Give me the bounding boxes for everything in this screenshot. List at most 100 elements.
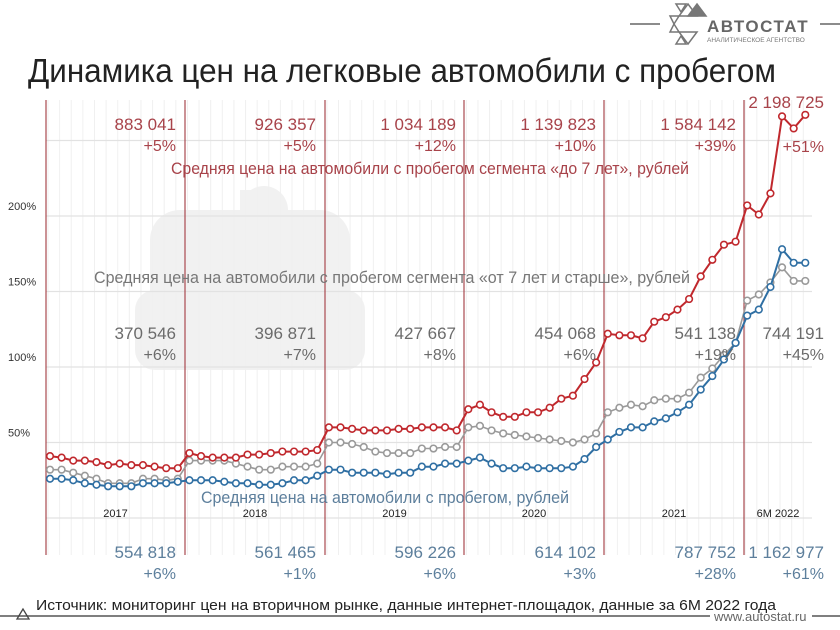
data-point bbox=[440, 442, 450, 452]
data-point bbox=[626, 331, 636, 340]
annotation-change: +6% bbox=[564, 347, 596, 364]
data-point bbox=[80, 471, 89, 480]
data-point bbox=[557, 436, 566, 446]
data-point bbox=[301, 462, 310, 471]
data-point bbox=[533, 433, 543, 443]
data-point bbox=[313, 445, 322, 455]
data-point bbox=[406, 448, 415, 458]
annotation-change: +51% bbox=[783, 139, 824, 156]
data-point bbox=[162, 464, 171, 473]
data-point bbox=[162, 479, 171, 488]
annotation-value: 554 818 bbox=[115, 543, 176, 562]
data-point bbox=[394, 448, 403, 458]
data-point bbox=[499, 464, 508, 473]
data-point bbox=[801, 258, 810, 267]
annotation-value: 427 667 bbox=[395, 324, 456, 343]
data-point bbox=[266, 448, 275, 458]
data-point bbox=[127, 461, 136, 470]
annotation-value: 454 068 bbox=[535, 324, 596, 343]
data-point bbox=[731, 237, 740, 246]
period-label: 2020 bbox=[522, 508, 546, 520]
data-point bbox=[359, 426, 368, 435]
data-point bbox=[522, 432, 531, 441]
data-point bbox=[592, 429, 601, 438]
data-point bbox=[255, 450, 264, 459]
data-point bbox=[452, 459, 461, 468]
data-point bbox=[255, 465, 264, 474]
data-point bbox=[243, 450, 252, 459]
y-tick-label: 150% bbox=[8, 277, 36, 289]
data-point bbox=[417, 444, 426, 453]
data-point bbox=[382, 426, 392, 435]
data-point bbox=[138, 461, 148, 470]
data-point bbox=[638, 334, 647, 343]
series-2 bbox=[45, 245, 810, 491]
annotation-change: +5% bbox=[144, 138, 176, 155]
annotation-value: 541 138 bbox=[675, 324, 736, 343]
data-point bbox=[638, 402, 647, 411]
data-point bbox=[429, 423, 438, 432]
data-point bbox=[696, 373, 705, 382]
data-point bbox=[289, 447, 299, 456]
annotation-change: +6% bbox=[144, 347, 176, 364]
data-point bbox=[615, 403, 624, 412]
data-point bbox=[92, 480, 101, 489]
data-point bbox=[708, 255, 717, 264]
series-label-under-7: Средняя цена на автомобили с пробегом се… bbox=[171, 159, 689, 178]
data-point bbox=[429, 444, 438, 453]
data-point bbox=[777, 112, 787, 121]
annotation-change: +6% bbox=[424, 566, 456, 583]
data-point bbox=[336, 438, 345, 447]
annotation-change: +28% bbox=[695, 566, 736, 583]
data-point bbox=[464, 456, 473, 465]
data-point bbox=[615, 427, 624, 437]
data-point bbox=[429, 462, 438, 471]
annotation-value: 926 357 bbox=[255, 115, 316, 134]
data-point bbox=[719, 355, 729, 364]
data-point bbox=[661, 394, 670, 403]
data-point bbox=[789, 258, 798, 267]
logo-subtitle: АНАЛИТИЧЕСКОЕ АГЕНТСТВО bbox=[707, 37, 805, 44]
period-label: 6M 2022 bbox=[757, 508, 800, 520]
data-point bbox=[208, 476, 217, 485]
data-point bbox=[313, 459, 322, 468]
data-point bbox=[359, 468, 368, 477]
data-point bbox=[220, 453, 229, 462]
data-point bbox=[92, 458, 101, 467]
data-point bbox=[719, 240, 729, 249]
data-point bbox=[533, 464, 543, 473]
period-label: 2021 bbox=[662, 508, 686, 520]
data-point bbox=[592, 358, 601, 367]
data-point bbox=[545, 435, 554, 444]
data-point bbox=[638, 423, 647, 432]
data-point bbox=[510, 430, 519, 440]
data-point bbox=[406, 424, 415, 434]
data-point bbox=[557, 464, 566, 473]
annotation-change: +6% bbox=[144, 566, 176, 583]
data-point bbox=[243, 479, 252, 488]
annotation-change: +3% bbox=[564, 566, 596, 583]
data-point bbox=[777, 245, 787, 254]
annotation-value: 883 041 bbox=[115, 115, 176, 134]
annotation-value: 2 198 725 bbox=[748, 93, 824, 112]
data-point bbox=[789, 124, 798, 133]
annotation-value: 596 226 bbox=[395, 543, 456, 562]
data-point bbox=[661, 414, 670, 423]
data-point bbox=[673, 305, 682, 314]
chart-title: Динамика цен на легковые автомобили с пр… bbox=[28, 52, 776, 89]
data-point bbox=[278, 447, 287, 456]
data-point bbox=[440, 459, 450, 468]
data-point bbox=[684, 400, 694, 409]
data-point bbox=[231, 453, 241, 462]
data-point bbox=[80, 456, 89, 465]
data-point bbox=[510, 464, 519, 473]
data-point bbox=[80, 479, 89, 488]
data-point bbox=[580, 374, 589, 384]
data-point bbox=[103, 482, 113, 491]
autostat-logo: АВТОСТАТ АНАЛИТИЧЕСКОЕ АГЕНТСТВО bbox=[630, 2, 840, 46]
data-point bbox=[650, 317, 659, 326]
data-point bbox=[708, 364, 717, 373]
data-point bbox=[278, 479, 287, 488]
annotation-change: +45% bbox=[783, 347, 824, 364]
data-point bbox=[545, 403, 554, 412]
